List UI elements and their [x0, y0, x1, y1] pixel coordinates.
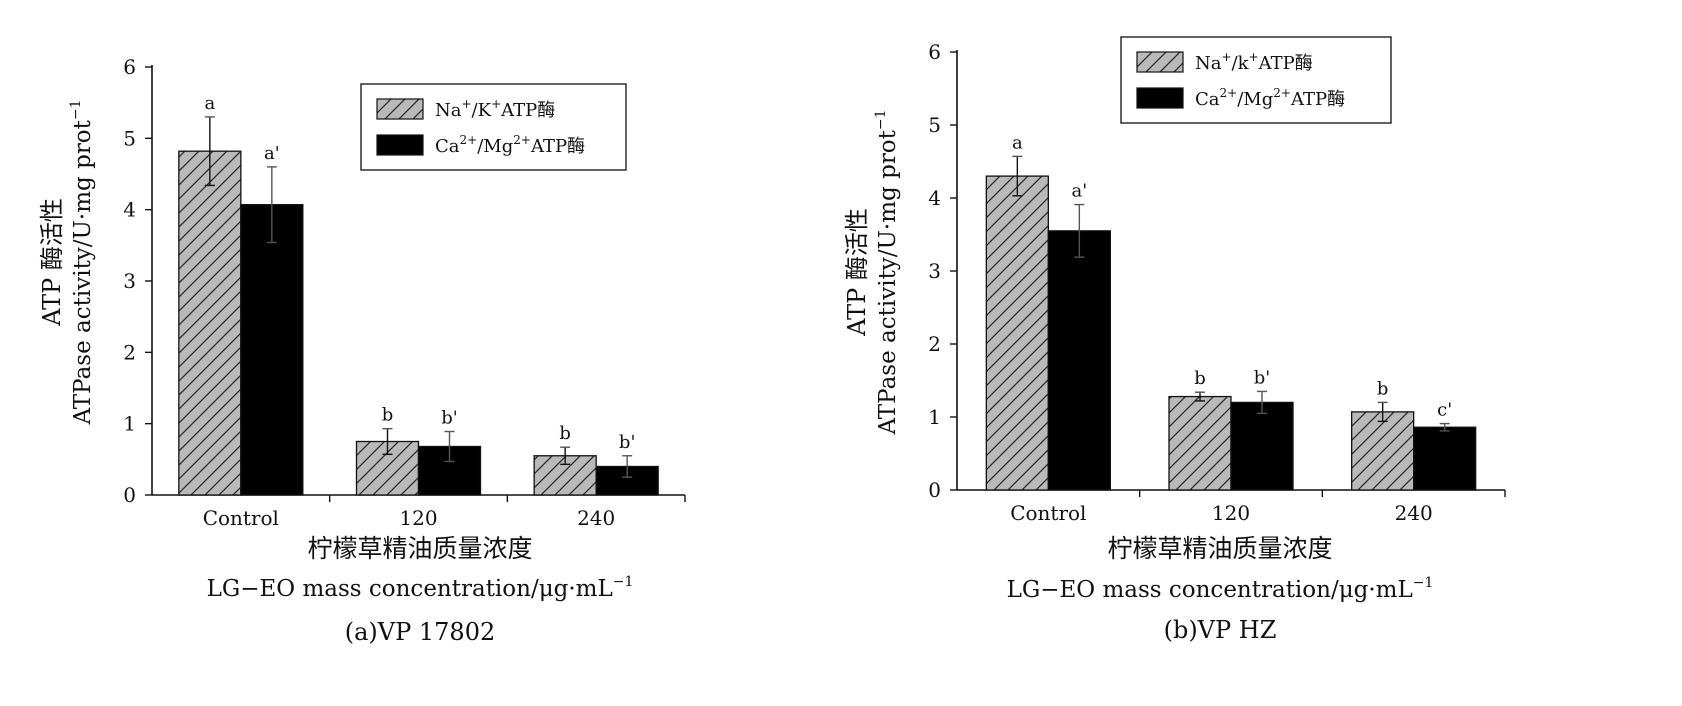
bar: [1351, 411, 1415, 491]
bar: [1168, 395, 1232, 491]
legend-swatch: [376, 134, 424, 156]
significance-letter: b': [1254, 367, 1270, 388]
legend-label: Na+/K+ATP酶: [435, 97, 555, 121]
y-axis-label-en: ATPase activity/U·mg prot−1: [873, 109, 901, 435]
y-tick-label: 1: [928, 405, 941, 429]
legend-sup: 2+: [513, 133, 531, 147]
legend-box: [360, 83, 627, 171]
y-axis-label-text: ATPase activity/U·mg prot: [875, 129, 901, 435]
y-axis-label-sup: −1: [68, 99, 84, 120]
legend-text: ATP酶: [1258, 53, 1313, 74]
x-tick-label: Control: [1010, 501, 1086, 525]
x-axis-label-en: LG−EO mass concentration/μg·mL−1: [207, 574, 634, 602]
x-axis-label-text: LG−EO mass concentration/μg·mL: [1007, 577, 1413, 603]
y-axis-label-cn: ATP 酶活性: [843, 208, 871, 337]
legend-swatch: [1136, 51, 1184, 73]
legend-label: Ca2+/Mg2+ATP酶: [435, 133, 585, 157]
chart-caption: (a)VP 17802: [345, 618, 496, 646]
legend-text: Na: [1195, 53, 1222, 74]
significance-letter: b: [382, 405, 394, 426]
x-tick-label: 120: [399, 506, 437, 530]
legend-text: /K: [472, 100, 492, 121]
y-tick-label: 2: [928, 332, 941, 356]
x-axis-label-en: LG−EO mass concentration/μg·mL−1: [1007, 575, 1434, 603]
significance-letter: a': [264, 143, 280, 164]
significance-letter: b: [559, 423, 571, 444]
significance-letter: a: [1012, 132, 1023, 153]
legend-text: Na: [435, 100, 462, 121]
y-tick-label: 4: [123, 198, 136, 222]
x-tick-label: 120: [1212, 501, 1250, 525]
bar: [1230, 401, 1294, 491]
legend-text: /Mg: [477, 136, 513, 157]
y-tick-label: 3: [928, 259, 941, 283]
legend-text: ATP酶: [530, 136, 585, 157]
y-tick-label: 6: [928, 40, 941, 64]
x-axis-label-cn: 柠檬草精油质量浓度: [307, 534, 532, 563]
x-tick-label: 240: [1395, 501, 1433, 525]
y-tick-label: 5: [928, 113, 941, 137]
significance-letter: b: [1377, 378, 1389, 399]
legend-sup: +: [1249, 50, 1259, 64]
legend-label: Na+/k+ATP酶: [1195, 50, 1313, 74]
y-tick-label: 3: [123, 269, 136, 293]
x-tick-label: 240: [577, 506, 615, 530]
significance-letter: c': [1437, 400, 1452, 421]
chart-caption: (b)VP HZ: [1164, 616, 1277, 644]
x-axis-label-cn: 柠檬草精油质量浓度: [1107, 534, 1332, 563]
legend-sup: +: [461, 97, 471, 111]
y-axis-label-text: ATPase activity/U·mg prot: [70, 119, 96, 425]
significance-letter: b: [1194, 368, 1206, 389]
bar: [178, 150, 242, 496]
legend-sup: 2+: [1273, 86, 1291, 100]
y-tick-label: 0: [928, 478, 941, 502]
y-tick-label: 0: [123, 483, 136, 507]
legend-text: Ca: [1195, 89, 1220, 110]
legend-sup: +: [491, 97, 501, 111]
y-axis-label-en: ATPase activity/U·mg prot−1: [68, 99, 96, 425]
y-tick-label: 4: [928, 186, 941, 210]
legend-sup: 2+: [460, 133, 478, 147]
legend-text: /Mg: [1237, 89, 1273, 110]
legend-label: Ca2+/Mg2+ATP酶: [1195, 86, 1345, 110]
legend-swatch: [376, 98, 424, 120]
y-tick-label: 1: [123, 412, 136, 436]
bar: [1413, 426, 1477, 491]
legend-text: /k: [1232, 53, 1250, 74]
significance-letter: a: [204, 93, 215, 114]
legend-sup: +: [1221, 50, 1231, 64]
legend-box: [1120, 36, 1392, 124]
x-axis-label-text: LG−EO mass concentration/μg·mL: [207, 576, 613, 602]
y-axis-label-cn: ATP 酶活性: [38, 198, 66, 327]
y-tick-label: 2: [123, 340, 136, 364]
legend-text: ATP酶: [500, 100, 555, 121]
significance-letter: b': [441, 408, 457, 429]
legend-text: Ca: [435, 136, 460, 157]
legend-text: ATP酶: [1290, 89, 1345, 110]
x-axis-label-sup: −1: [613, 574, 634, 590]
x-axis-label-sup: −1: [1413, 575, 1434, 591]
significance-letter: a': [1071, 181, 1087, 202]
y-tick-label: 5: [123, 126, 136, 150]
bar: [240, 204, 304, 496]
bar: [985, 175, 1049, 491]
significance-letter: b': [619, 432, 635, 453]
y-tick-label: 6: [123, 55, 136, 79]
legend-swatch: [1136, 87, 1184, 109]
y-axis-label-sup: −1: [873, 109, 889, 130]
bar: [1047, 230, 1111, 491]
legend-sup: 2+: [1220, 86, 1238, 100]
x-tick-label: Control: [203, 506, 279, 530]
